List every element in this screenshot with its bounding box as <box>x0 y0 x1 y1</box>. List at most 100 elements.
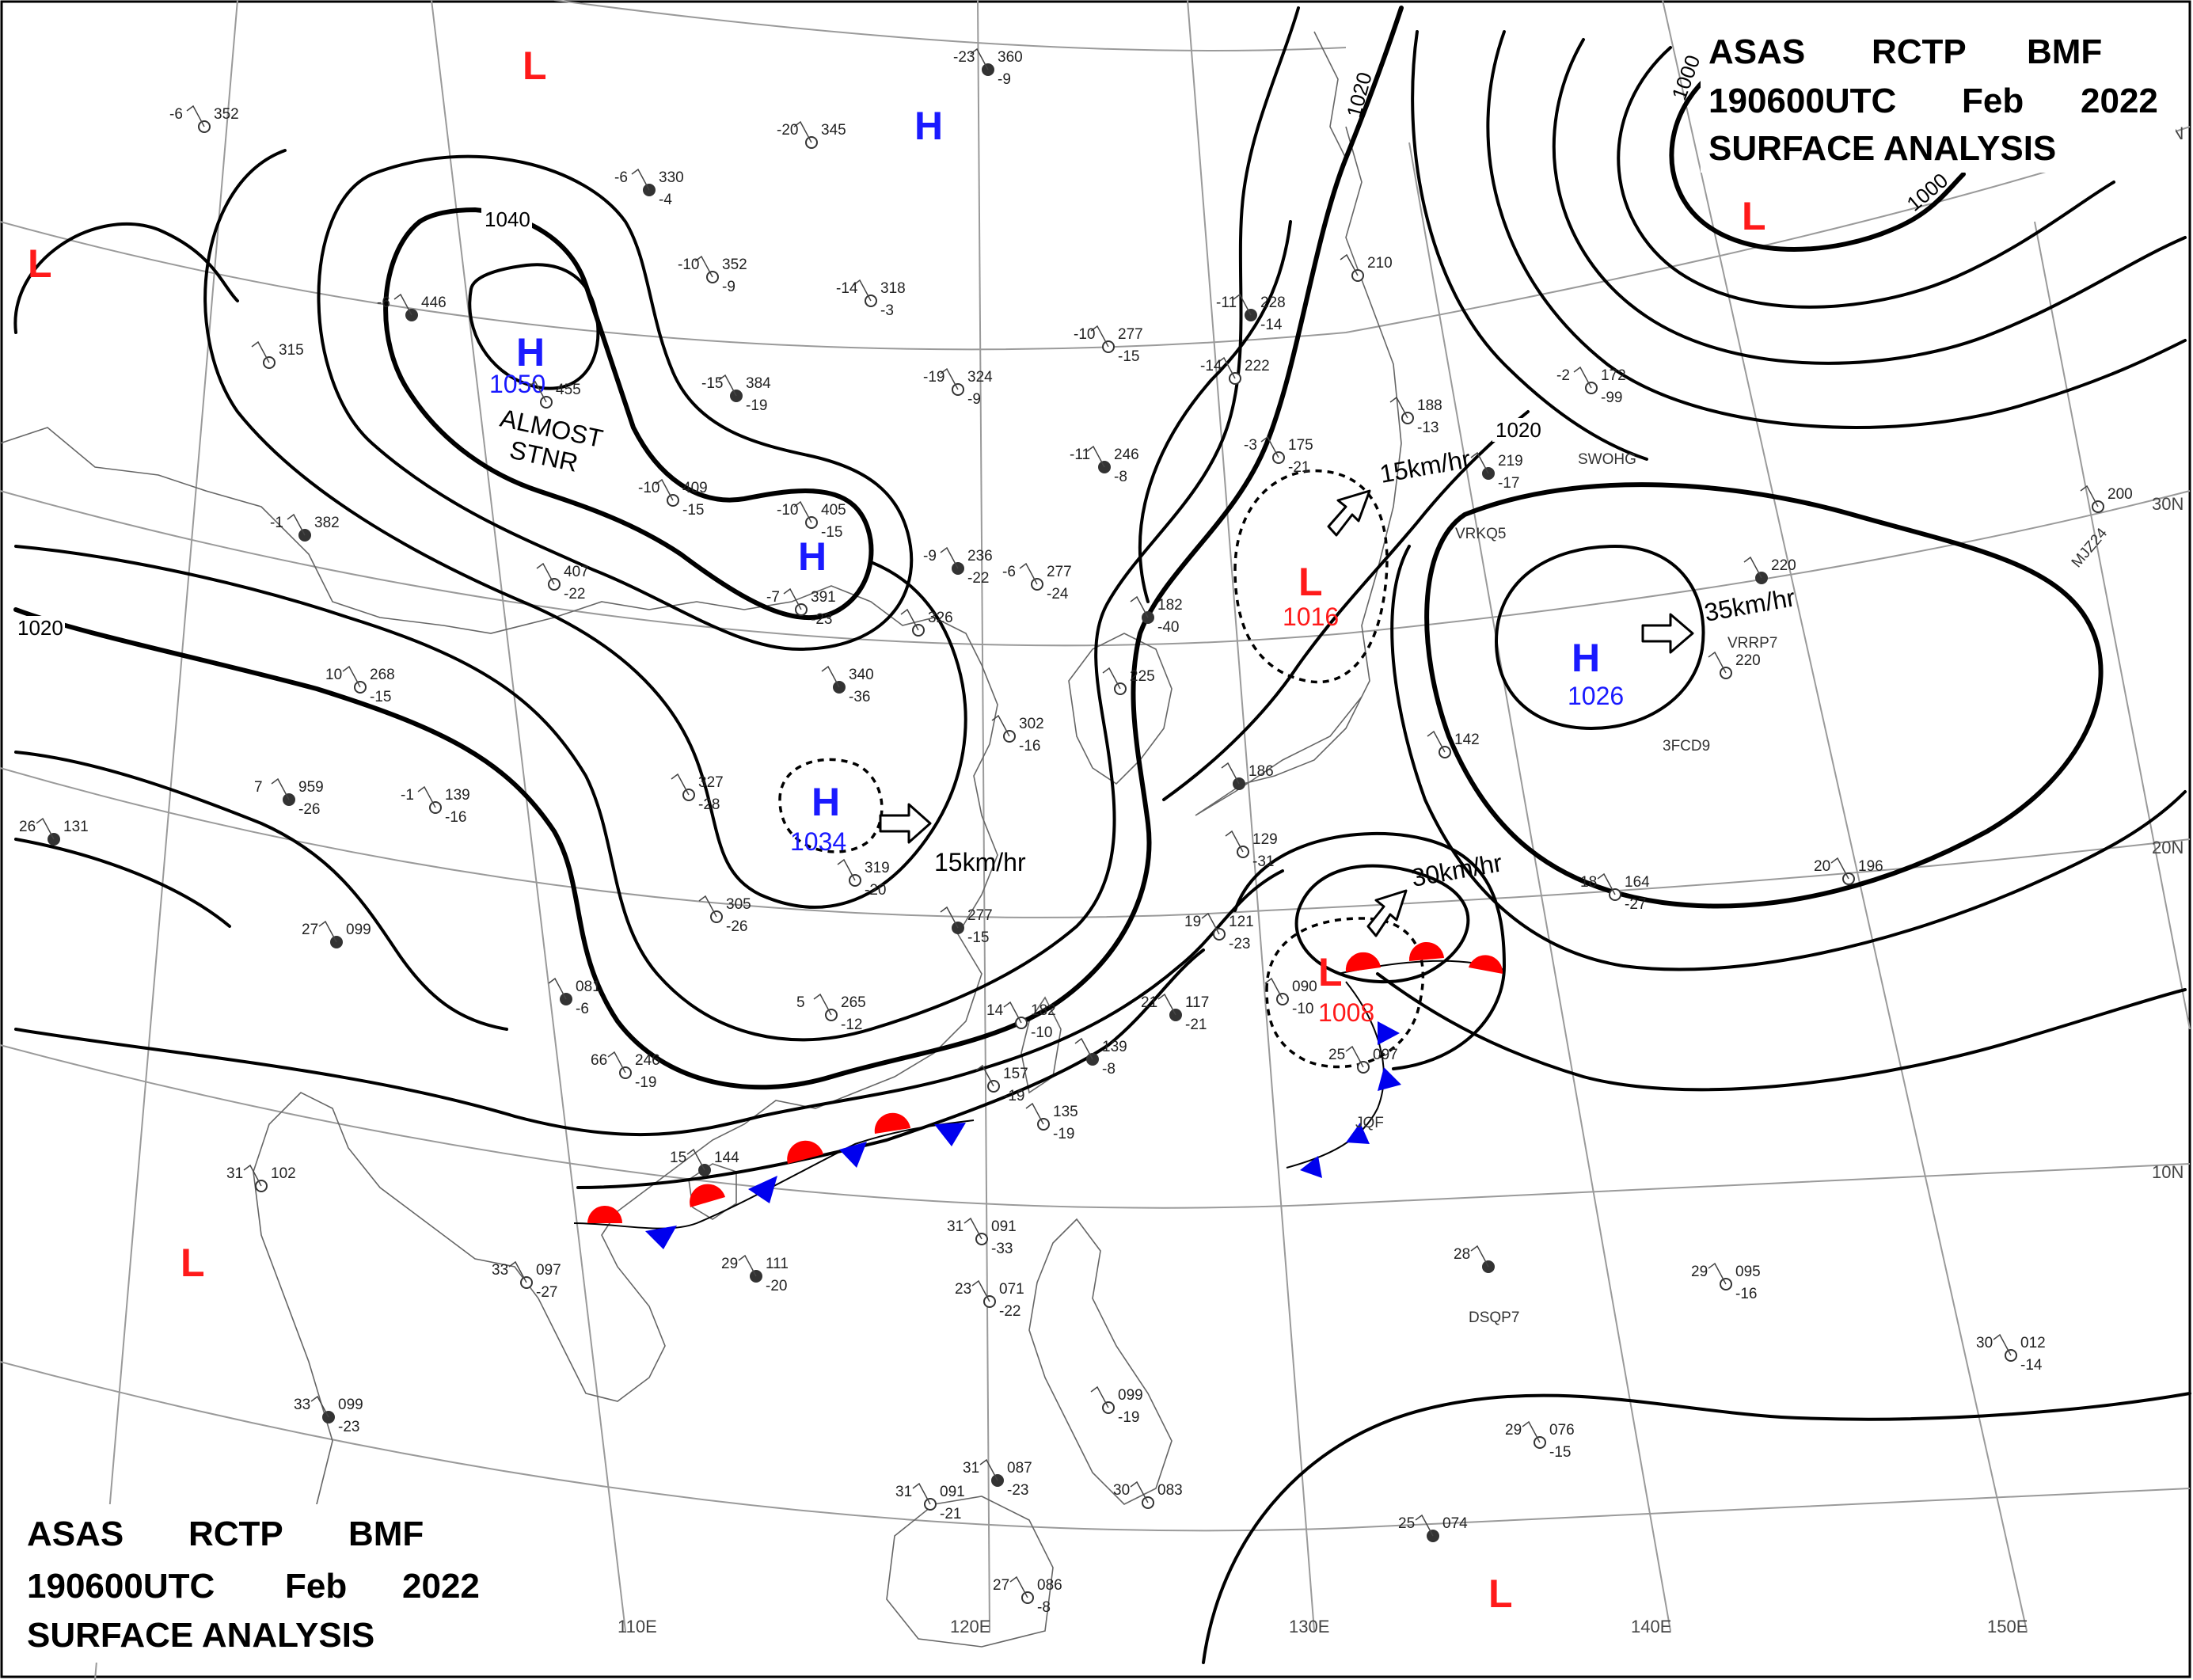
station-pressure: 129 <box>1252 831 1278 848</box>
wind-barb-icon <box>698 895 717 918</box>
station-pressure: 071 <box>999 1281 1024 1298</box>
station-plot: 29 111 -20 <box>721 1254 789 1294</box>
header-bottom-left: ASAS RCTP BMF 190600UTC Feb 2022 SURFACE… <box>17 1504 508 1663</box>
station-pressure: 210 <box>1367 255 1393 272</box>
lon-label: 130E <box>1289 1617 1329 1636</box>
station-pressure: 345 <box>821 122 846 139</box>
wind-barb-icon <box>1597 872 1616 895</box>
wind-barb-icon <box>900 608 919 631</box>
station-dewpoint: -20 <box>766 1278 787 1294</box>
station-plot: 220 <box>1708 651 1761 679</box>
wind-barb-icon <box>1427 730 1446 753</box>
station-pressure: 302 <box>1019 716 1044 732</box>
station-pressure: 182 <box>1031 1002 1056 1019</box>
station-plot: -14 318 -3 <box>836 279 906 319</box>
wind-barb-icon <box>243 1164 262 1187</box>
station-dewpoint: -17 <box>1498 475 1519 492</box>
wind-barb-icon <box>251 340 270 363</box>
wind-barb-icon <box>1743 556 1762 579</box>
meridian-150e <box>1662 0 2028 1632</box>
station-pressure: 268 <box>370 667 395 683</box>
station-pressure: 352 <box>722 257 747 273</box>
ship-id: VRRP7 <box>1727 635 1777 652</box>
station-plot: 5 265 -12 <box>796 993 866 1033</box>
station-plot: 31 091 -33 <box>947 1217 1017 1257</box>
station-plot: -6 352 <box>169 105 239 133</box>
isobar <box>1411 30 1648 461</box>
station-pressure: 384 <box>746 375 771 392</box>
parallel-20n <box>0 767 2191 918</box>
wind-barb-icon <box>940 367 959 390</box>
wind-barb-icon <box>548 977 567 1000</box>
station-plot: -1 139 -16 <box>401 785 470 826</box>
station-pressure: 117 <box>1185 994 1209 1011</box>
high-center-letter: H <box>914 104 943 148</box>
wind-barb-icon <box>1260 435 1279 458</box>
station-temperature: -7 <box>766 589 780 606</box>
lon-label: 110E <box>618 1617 657 1636</box>
coast-korea <box>1068 633 1173 785</box>
station-temperature: -3 <box>1244 437 1257 454</box>
station-pressure: 246 <box>1114 447 1139 463</box>
isobar <box>1233 831 1506 1070</box>
wind-barb-icon <box>1340 253 1359 276</box>
station-plot: 29 076 -15 <box>1505 1420 1575 1461</box>
lat-label: 10N <box>2152 1162 2183 1182</box>
wind-barb-icon <box>1233 293 1252 316</box>
coast-philippines <box>1028 1218 1173 1505</box>
station-plot: 66 246 -19 <box>591 1051 660 1091</box>
station-temperature: -20 <box>777 122 798 139</box>
station-pressure: 277 <box>967 907 993 924</box>
station-temperature: 29 <box>1505 1422 1522 1439</box>
wind-barb-icon <box>837 858 856 881</box>
wind-barb-icon <box>1225 830 1244 853</box>
header-time: 190600UTC <box>1708 82 1896 120</box>
station-plot: 302-16 <box>991 714 1044 754</box>
station-pressure: 144 <box>714 1150 739 1166</box>
wind-barb-icon <box>963 1217 982 1240</box>
wind-barb-icon <box>1264 977 1283 1000</box>
station-plot: 315 <box>251 340 304 369</box>
station-pressure: 121 <box>1229 914 1254 930</box>
station-pressure: 097 <box>536 1262 561 1279</box>
station-dewpoint: -22 <box>564 586 585 602</box>
station-pressure: 315 <box>279 342 304 359</box>
station-temperature: -23 <box>953 49 975 66</box>
station-pressure: 324 <box>967 369 993 386</box>
station-temperature: 26 <box>19 819 36 835</box>
wind-barb-icon <box>821 665 840 688</box>
wind-barb-icon <box>793 120 812 143</box>
stationary-front-south-china <box>573 1112 975 1249</box>
station-plot: 319-20 <box>837 858 890 899</box>
wind-barb-icon <box>1345 1045 1364 1068</box>
wind-barb-icon <box>940 546 959 569</box>
station-pressure: 099 <box>1118 1387 1143 1404</box>
station-temperature: 21 <box>1141 994 1157 1011</box>
warm-front-semicircle <box>1345 952 1381 972</box>
station-dewpoint: -22 <box>999 1303 1020 1320</box>
low-center-letter: L <box>1318 950 1343 994</box>
station-dewpoint: -8 <box>1037 1599 1051 1616</box>
meridian-130e <box>1187 0 1315 1632</box>
station-plot: 210 <box>1340 253 1393 282</box>
coast-borneo <box>886 1496 1054 1648</box>
parallel-50n <box>553 0 1347 51</box>
station-temperature: 18 <box>1580 874 1597 891</box>
wind-barb-icon <box>1157 993 1176 1016</box>
station-pressure: 087 <box>1007 1460 1032 1477</box>
station-pressure: 111 <box>766 1256 789 1272</box>
meridian-100e <box>94 0 238 1680</box>
ship-id: JQF <box>1355 1115 1384 1131</box>
lat-label: 20N <box>2152 838 2183 857</box>
isobar <box>1486 30 2187 429</box>
cold-front-triangle <box>1378 1021 1400 1045</box>
station-plot: 33 099 -23 <box>294 1395 363 1435</box>
arrow-icon <box>1366 889 1408 937</box>
isobar-label: 1020 <box>1496 418 1541 442</box>
station-dewpoint: -9 <box>722 279 735 295</box>
station-plot: 099-19 <box>1090 1385 1143 1426</box>
wind-barb-icon <box>186 105 205 127</box>
station-temperature: 28 <box>1454 1246 1470 1263</box>
meridian-120e <box>977 0 990 1632</box>
